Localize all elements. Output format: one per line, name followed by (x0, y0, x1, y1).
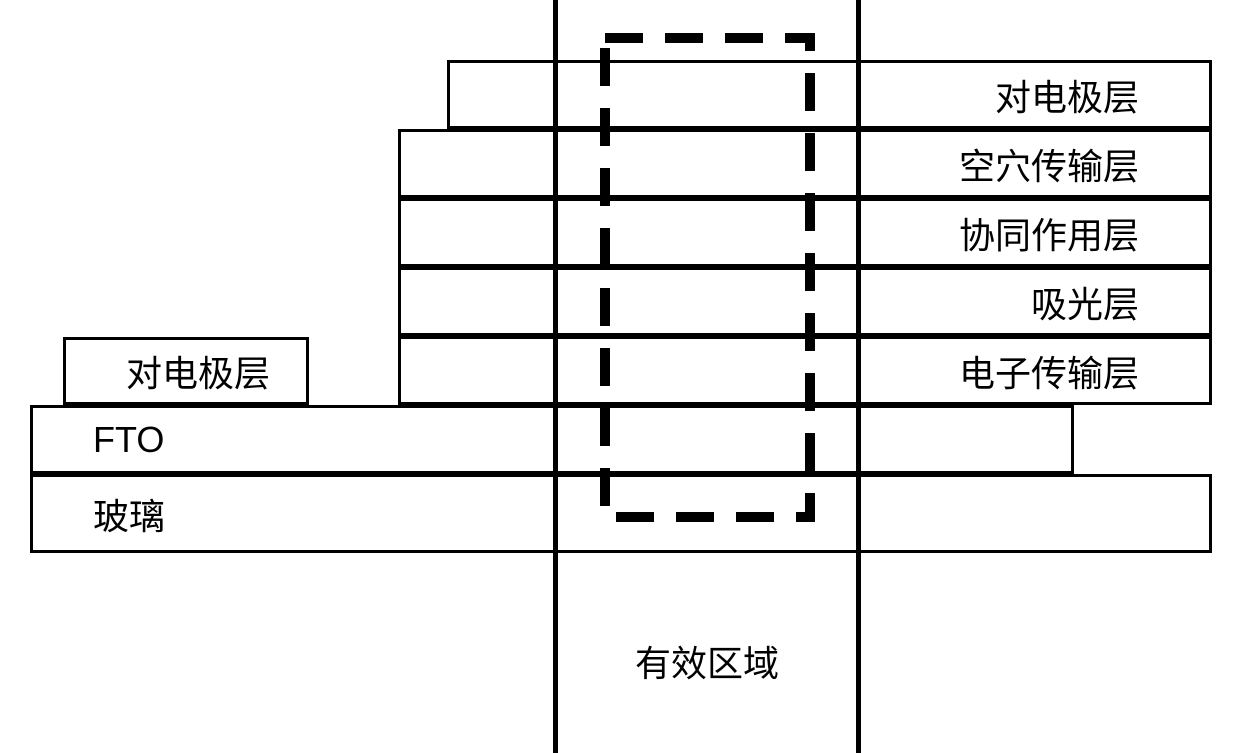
diagram-stage: 对电极层FTO玻璃对电极层空穴传输层协同作用层吸光层电子传输层有效区域 (0, 0, 1240, 753)
layer-electron_transport-label: 电子传输层 (959, 345, 1139, 397)
layer-hole_transport-label: 空穴传输层 (959, 138, 1139, 190)
layer-fto-label: FTO (93, 419, 164, 461)
layer-counter_electrode_left: 对电极层 (63, 337, 309, 405)
layer-counter_electrode_top: 对电极层 (447, 60, 1212, 129)
layer-counter_electrode_top-label: 对电极层 (995, 69, 1139, 121)
layer-synergy-label: 协同作用层 (959, 207, 1139, 259)
layer-absorber-label: 吸光层 (1031, 276, 1139, 328)
layer-glass-label: 玻璃 (93, 488, 165, 540)
active-region-dashed-box (600, 33, 815, 522)
active-region-caption: 有效区域 (87, 635, 1240, 687)
layer-counter_electrode_left-label: 对电极层 (126, 345, 270, 397)
